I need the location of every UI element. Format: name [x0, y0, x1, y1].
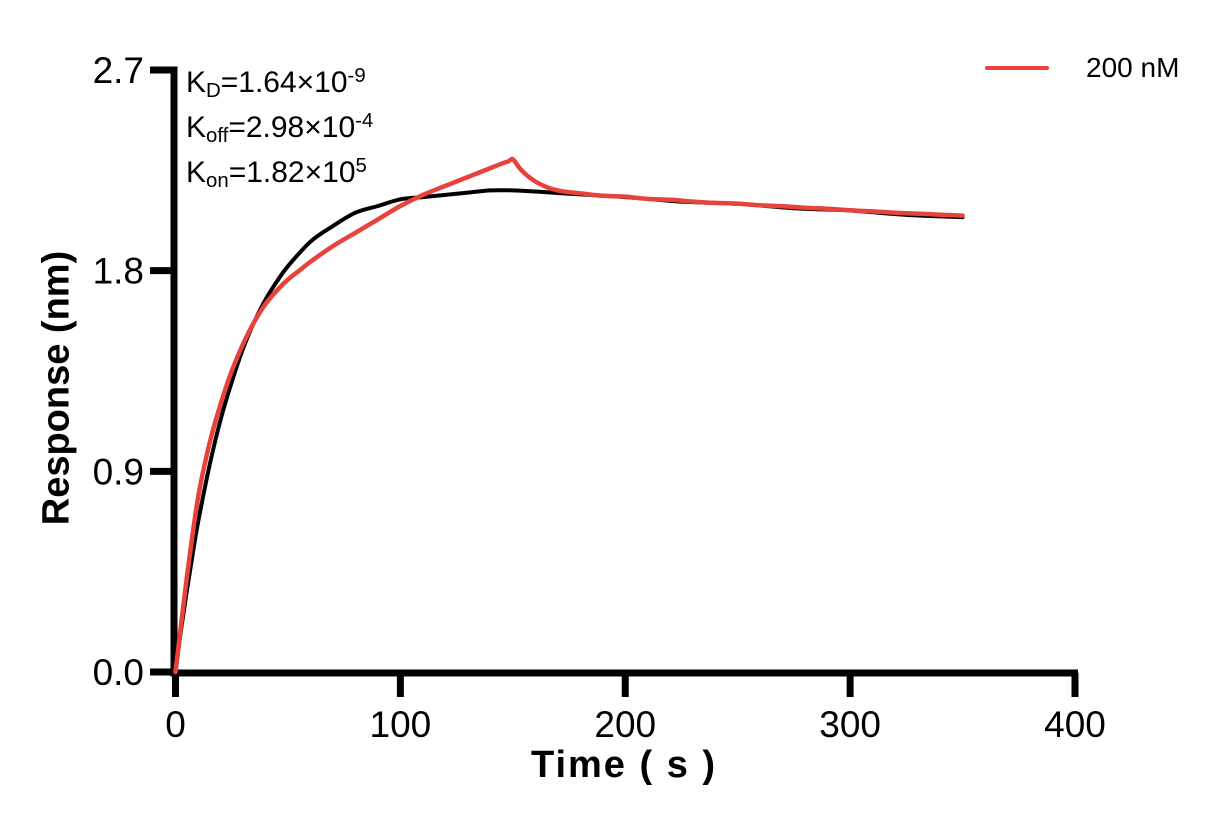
kinetic-annotation-line: KD=1.64×10-9 — [186, 64, 366, 103]
kinetic-constants: KD=1.64×10-9 Koff=2.98×10-4 Kon=1.82×105 — [186, 62, 373, 197]
kinetic-annotation-line: Koff=2.98×10-4 — [186, 109, 374, 148]
y-tick-label: 0.0 — [93, 652, 144, 693]
x-tick-label: 100 — [370, 704, 432, 745]
x-tick-label: 400 — [1044, 704, 1106, 745]
legend-label: 200 nM — [1086, 52, 1180, 83]
x-tick-label: 0 — [165, 704, 186, 745]
trace-200nM — [173, 156, 965, 675]
x-tick-label: 300 — [819, 704, 881, 745]
legend-line-swatch — [985, 66, 1049, 70]
y-tick-label: 2.7 — [93, 50, 144, 91]
legend: 200 nM — [985, 52, 1179, 84]
y-axis-title: Response (nm) — [35, 250, 78, 526]
kinetic-annotation-line: Kon=1.82×105 — [186, 154, 367, 193]
x-axis-title: Time ( s ) — [530, 744, 718, 786]
x-tick-label: 200 — [594, 704, 656, 745]
y-tick-label: 0.9 — [93, 451, 144, 492]
fit-curve — [173, 188, 965, 674]
y-tick-label: 1.8 — [93, 251, 144, 292]
